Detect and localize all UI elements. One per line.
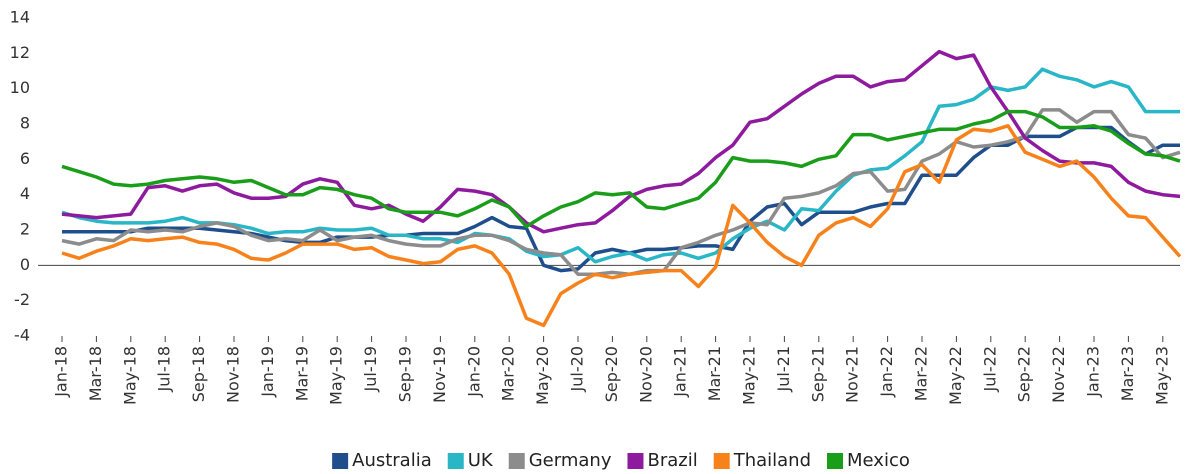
x-tick-label: Mar-20 xyxy=(499,346,518,401)
x-tick-label: Sep-18 xyxy=(189,346,208,402)
x-tick-label: May-19 xyxy=(327,346,346,405)
x-tick-label: Jan-19 xyxy=(258,346,277,398)
y-tick-label: 2 xyxy=(20,220,30,239)
legend-swatch xyxy=(508,453,525,469)
legend-swatch xyxy=(627,453,644,469)
legend-label: UK xyxy=(468,450,494,471)
y-tick-label: 14 xyxy=(10,8,30,27)
x-tick-label: Jul-19 xyxy=(361,346,380,392)
series-line xyxy=(61,49,1181,234)
y-tick-label: 6 xyxy=(20,149,30,168)
x-tick-label: Jul-22 xyxy=(980,346,999,392)
y-tick-label: -4 xyxy=(14,326,30,345)
legend: Australia UK Germany Brazil Thailand Mexico xyxy=(332,450,910,471)
x-tick-label: Mar-22 xyxy=(912,346,931,401)
x-tick-label: May-18 xyxy=(120,346,139,405)
series-line xyxy=(61,109,1181,229)
y-tick-label: 4 xyxy=(20,184,30,203)
x-tick-label: Nov-22 xyxy=(1049,346,1068,403)
x-tick-label: Sep-21 xyxy=(808,346,827,402)
x-tick-label: Jan-23 xyxy=(1084,346,1103,398)
x-tick-label: Jul-20 xyxy=(568,346,587,392)
x-tick-label: May-23 xyxy=(1152,346,1171,405)
legend-swatch xyxy=(447,453,464,469)
x-tick-label: Jul-18 xyxy=(155,346,174,392)
x-tick-label: Mar-19 xyxy=(292,346,311,401)
x-tick-label: Nov-18 xyxy=(224,346,243,403)
x-tick-label: Mar-18 xyxy=(86,346,105,401)
legend-label: Thailand xyxy=(733,450,811,471)
x-tick-label: Mar-21 xyxy=(705,346,724,401)
y-tick-label: 10 xyxy=(10,78,30,97)
x-tick-label: Jan-20 xyxy=(464,346,483,398)
x-tick-label: May-21 xyxy=(740,346,759,405)
x-tick-label: May-20 xyxy=(533,346,552,405)
legend-swatch xyxy=(332,453,349,469)
x-tick-label: Sep-20 xyxy=(602,346,621,402)
y-tick-label: 12 xyxy=(10,43,30,62)
x-tick-label: Jan-22 xyxy=(877,346,896,398)
x-tick-label: Nov-19 xyxy=(430,346,449,403)
legend-label: Germany xyxy=(529,450,612,471)
x-tick-label: Sep-19 xyxy=(396,346,415,402)
x-tick-label: Sep-22 xyxy=(1015,346,1034,402)
x-tick-label: Mar-23 xyxy=(1118,346,1137,401)
legend-swatch xyxy=(827,453,844,469)
series-line xyxy=(61,124,1182,328)
x-tick-label: Jan-21 xyxy=(671,346,690,398)
x-tick-label: Nov-21 xyxy=(843,346,862,403)
legend-swatch xyxy=(713,453,730,469)
x-tick-label: Nov-20 xyxy=(636,346,655,403)
x-tick-label: Jul-21 xyxy=(774,346,793,392)
y-tick-label: 0 xyxy=(20,255,30,274)
series-line xyxy=(61,67,1180,264)
y-tick-label: 8 xyxy=(20,114,30,133)
legend-label: Brazil xyxy=(647,450,697,471)
y-tick-label: -2 xyxy=(14,290,30,309)
legend-label: Australia xyxy=(352,450,432,471)
series-line xyxy=(61,108,1181,276)
x-tick-label: May-22 xyxy=(946,346,965,405)
legend-label: Mexico xyxy=(847,450,910,471)
x-tick-label: Jan-18 xyxy=(52,346,71,398)
